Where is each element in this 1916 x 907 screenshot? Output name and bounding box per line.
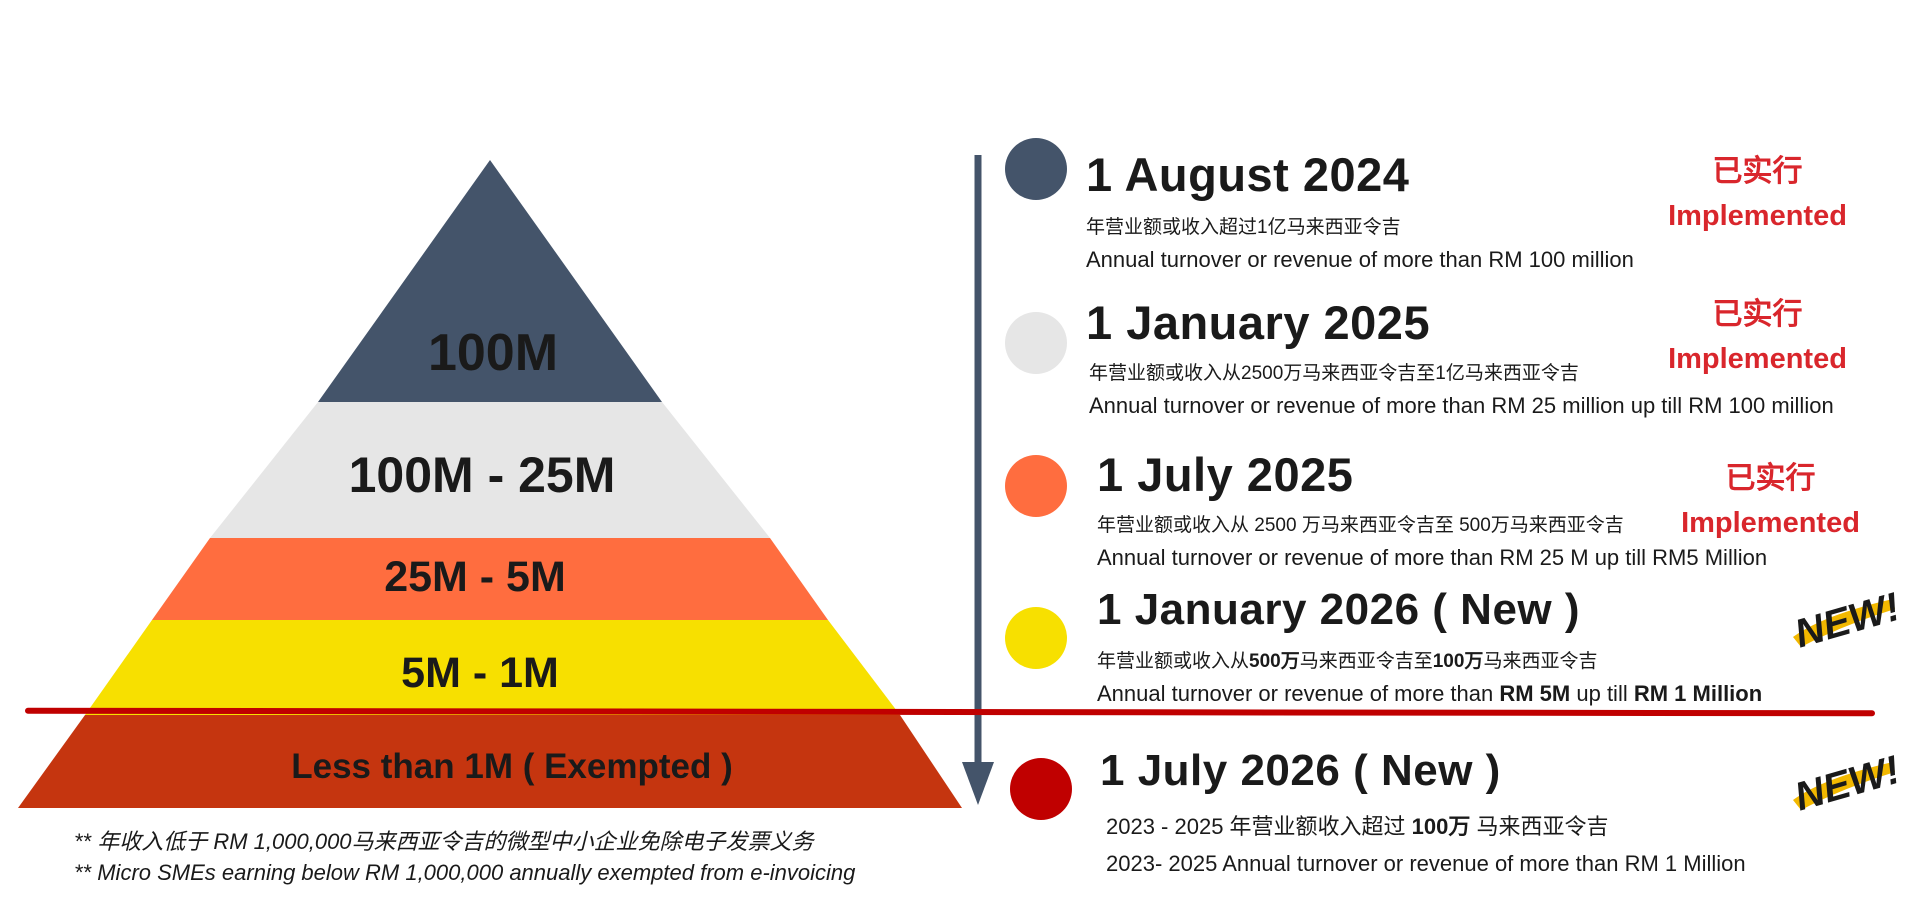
pyramid-tier-exempted bbox=[18, 715, 962, 808]
event-desc-zh: 2023 - 2025 年营业额收入超过 100万 马来西亚令吉 bbox=[1106, 809, 1746, 841]
status-implemented-3: 已实行 Implemented bbox=[1673, 453, 1868, 540]
event-desc-en: Annual turnover or revenue of more than … bbox=[1097, 545, 1768, 570]
tier-label-100m-25m: 100M - 25M bbox=[349, 447, 616, 503]
zh-part: 年营业额或收入从 bbox=[1097, 651, 1250, 672]
event-desc-en: Annual turnover or revenue of more than … bbox=[1089, 393, 1834, 418]
zh-part: 马来西亚令吉 bbox=[1470, 814, 1609, 839]
event-date: 1 January 2025 bbox=[1086, 296, 1431, 349]
event-desc-zh: 年营业额或收入从2500万马来西亚令吉至1亿马来西亚令吉 bbox=[1089, 363, 1579, 384]
pyramid-tier-100m bbox=[318, 160, 662, 402]
timeline-dot-jan-2025 bbox=[1005, 312, 1067, 374]
timeline-event-aug-2024: 1 August 2024 年营业额或收入超过1亿马来西亚令吉 Annual t… bbox=[1086, 151, 1634, 273]
zh-part: 马来西亚令吉 bbox=[1483, 651, 1598, 672]
status-zh: 已实行 bbox=[1712, 155, 1803, 188]
timeline-dot-jul-2026 bbox=[1010, 758, 1072, 820]
new-badge-icon: NEW! bbox=[1790, 585, 1903, 656]
event-desc-zh: 年营业额或收入从 2500 万马来西亚令吉至 500万马来西亚令吉 bbox=[1097, 515, 1624, 536]
status-zh: 已实行 bbox=[1725, 462, 1816, 495]
pyramid-tier-100m-25m bbox=[210, 402, 770, 538]
event-date: 1 July 2026 ( New ) bbox=[1100, 746, 1501, 795]
en-part: Annual turnover or revenue of more than bbox=[1097, 681, 1500, 706]
pyramid-tier-5m-1m bbox=[85, 620, 900, 715]
timeline-dot-aug-2024 bbox=[1005, 138, 1067, 200]
tier-label-5m-1m: 5M - 1M bbox=[401, 649, 559, 697]
en-part-bold: RM 5M bbox=[1499, 681, 1571, 706]
event-desc-en: 2023- 2025 Annual turnover or revenue of… bbox=[1106, 851, 1746, 876]
status-zh: 已实行 bbox=[1712, 298, 1803, 331]
new-badge-text: NEW! bbox=[1790, 585, 1903, 656]
timeline-event-jul-2025: 1 July 2025 年营业额或收入从 2500 万马来西亚令吉至 500万马… bbox=[1097, 451, 1767, 571]
zh-part: 2023 - 2025 年营业额收入超过 bbox=[1106, 814, 1412, 839]
event-date: 1 January 2026 ( New ) bbox=[1097, 585, 1581, 634]
timeline-dot-jul-2025 bbox=[1005, 455, 1067, 517]
pyramid-chart: 100M 100M - 25M 25M - 5M 5M - 1M Less th… bbox=[18, 160, 962, 808]
status-implemented-2: 已实行 Implemented bbox=[1660, 289, 1855, 376]
event-date: 1 July 2025 bbox=[1097, 448, 1354, 501]
status-en: Implemented bbox=[1681, 507, 1860, 539]
zh-part-bold: 500万 bbox=[1249, 651, 1300, 672]
event-desc-en: Annual turnover or revenue of more than … bbox=[1097, 681, 1762, 707]
zh-part-bold: 100万 bbox=[1411, 814, 1471, 839]
tier-label-25m-5m: 25M - 5M bbox=[384, 553, 566, 601]
timeline-event-jan-2026: 1 January 2026 ( New ) 年营业额或收入从500万马来西亚令… bbox=[1097, 588, 1762, 707]
status-en: Implemented bbox=[1668, 200, 1847, 232]
tier-label-100m: 100M bbox=[428, 324, 558, 382]
status-implemented-1: 已实行 Implemented bbox=[1660, 146, 1855, 233]
timeline-event-jul-2026: 1 July 2026 ( New ) 2023 - 2025 年营业额收入超过… bbox=[1100, 749, 1746, 877]
event-date: 1 August 2024 bbox=[1086, 148, 1410, 201]
zh-part-bold: 100万 bbox=[1432, 651, 1484, 672]
en-part: up till bbox=[1570, 681, 1634, 706]
new-badge-icon: NEW! bbox=[1790, 748, 1903, 819]
footnote-en: ** Micro SMEs earning below RM 1,000,000… bbox=[74, 860, 856, 885]
event-desc-en: Annual turnover or revenue of more than … bbox=[1086, 247, 1634, 272]
en-part-bold: RM 1 Million bbox=[1633, 681, 1763, 706]
timeline-dot-jan-2026 bbox=[1005, 607, 1067, 669]
event-desc-zh: 年营业额或收入超过1亿马来西亚令吉 bbox=[1086, 217, 1401, 238]
status-en: Implemented bbox=[1668, 343, 1847, 375]
tier-label-exempted: Less than 1M ( Exempted ) bbox=[291, 747, 732, 786]
footnote-zh: ** 年收入低于 RM 1,000,000马来西亚令吉的微型中小企业免除电子发票… bbox=[74, 829, 814, 854]
zh-part: 马来西亚令吉至 bbox=[1299, 651, 1433, 672]
new-badge-text: NEW! bbox=[1790, 748, 1903, 819]
event-desc-zh: 年营业额或收入从500万马来西亚令吉至100万马来西亚令吉 bbox=[1097, 646, 1762, 673]
timeline-event-jan-2025: 1 January 2025 年营业额或收入从2500万马来西亚令吉至1亿马来西… bbox=[1086, 299, 1834, 419]
pyramid-tier-25m-5m bbox=[152, 538, 828, 620]
